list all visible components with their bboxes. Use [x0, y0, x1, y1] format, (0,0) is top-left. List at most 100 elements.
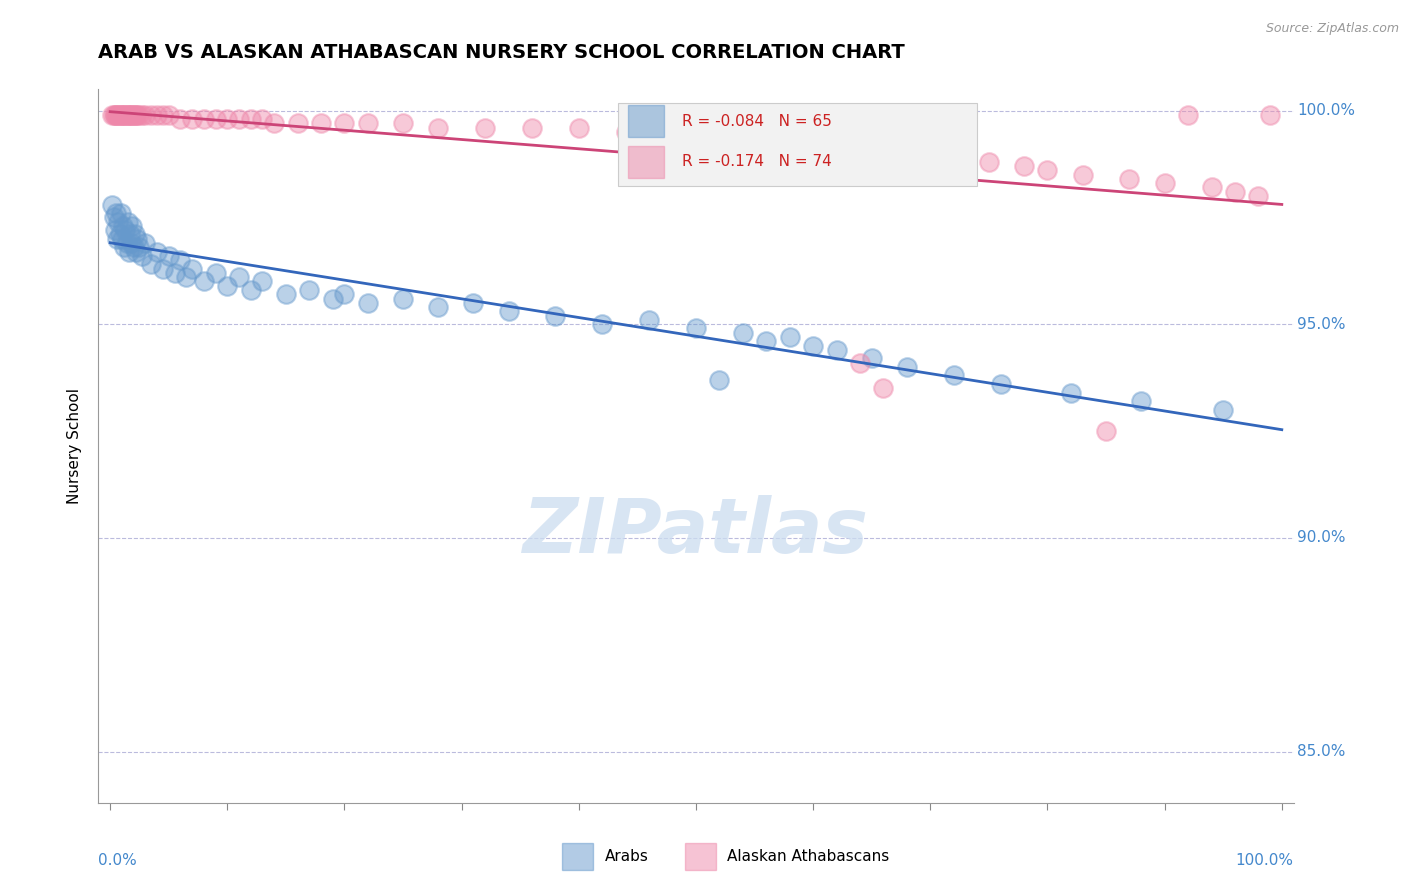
Point	[157, 108, 180, 122]
Point	[661, 125, 683, 139]
Point	[124, 108, 146, 122]
Point	[463, 296, 485, 310]
Point	[779, 330, 801, 344]
Text: 90.0%: 90.0%	[1298, 531, 1346, 545]
Point	[427, 120, 450, 135]
Point	[117, 108, 139, 122]
Point	[125, 108, 148, 122]
Point	[252, 112, 274, 127]
Point	[357, 296, 380, 310]
Point	[1201, 180, 1223, 194]
Point	[333, 116, 356, 130]
Point	[274, 287, 297, 301]
Point	[115, 108, 138, 122]
Point	[146, 108, 169, 122]
Point	[498, 304, 520, 318]
Point	[122, 240, 145, 254]
Point	[755, 334, 778, 349]
Point	[141, 108, 163, 122]
Point	[120, 108, 142, 122]
Point	[685, 133, 707, 147]
Point	[181, 261, 204, 276]
Point	[112, 240, 135, 254]
Point	[614, 125, 637, 139]
Point	[108, 227, 131, 242]
Point	[1036, 163, 1059, 178]
Point	[107, 215, 129, 229]
Text: Alaskan Athabascans: Alaskan Athabascans	[727, 849, 889, 863]
FancyBboxPatch shape	[628, 105, 664, 137]
Point	[1258, 108, 1281, 122]
Point	[204, 112, 226, 127]
Point	[122, 108, 145, 122]
Point	[120, 108, 141, 122]
Point	[638, 313, 661, 327]
Point	[825, 343, 848, 357]
Point	[105, 232, 128, 246]
Point	[1212, 402, 1234, 417]
Point	[117, 215, 139, 229]
Point	[1153, 176, 1175, 190]
Point	[134, 235, 156, 250]
Point	[709, 373, 731, 387]
Point	[685, 321, 707, 335]
Text: 0.0%: 0.0%	[98, 853, 138, 868]
Point	[204, 266, 226, 280]
Point	[217, 112, 239, 127]
Point	[427, 300, 450, 314]
Point	[849, 356, 872, 370]
Point	[193, 275, 215, 289]
Point	[152, 261, 174, 276]
Point	[169, 112, 191, 127]
Point	[112, 219, 135, 233]
Point	[298, 283, 321, 297]
Point	[120, 235, 142, 250]
Text: 85.0%: 85.0%	[1298, 744, 1346, 759]
Point	[134, 108, 156, 122]
Text: Arabs: Arabs	[605, 849, 648, 863]
Point	[141, 257, 163, 271]
Point	[860, 133, 883, 147]
Point	[287, 116, 309, 130]
Point	[157, 249, 180, 263]
Point	[111, 232, 134, 246]
Point	[107, 108, 129, 122]
Point	[907, 142, 929, 156]
Point	[105, 108, 128, 122]
Point	[1095, 424, 1118, 438]
Text: R = -0.174   N = 74: R = -0.174 N = 74	[682, 154, 831, 169]
Point	[872, 381, 894, 395]
Point	[101, 108, 124, 122]
Text: ZIPatlas: ZIPatlas	[523, 495, 869, 568]
Point	[942, 368, 965, 383]
Point	[120, 227, 141, 242]
Point	[1060, 385, 1083, 400]
Point	[114, 223, 136, 237]
Point	[104, 223, 127, 237]
Point	[118, 244, 141, 259]
Point	[884, 137, 907, 152]
Point	[217, 278, 239, 293]
Point	[990, 377, 1012, 392]
FancyBboxPatch shape	[619, 103, 977, 186]
Point	[1130, 394, 1153, 409]
Point	[896, 359, 918, 374]
Point	[392, 116, 415, 130]
Point	[1118, 172, 1140, 186]
Point	[263, 116, 285, 130]
Point	[942, 151, 965, 165]
Point	[110, 206, 132, 220]
Point	[744, 133, 766, 147]
Point	[105, 206, 128, 220]
Point	[118, 108, 141, 122]
Point	[801, 338, 824, 352]
Point	[111, 108, 134, 122]
Point	[131, 249, 153, 263]
Point	[127, 232, 149, 246]
Point	[101, 197, 124, 211]
Point	[128, 108, 150, 122]
Point	[174, 270, 197, 285]
Point	[125, 244, 148, 259]
Point	[1012, 159, 1035, 173]
Text: R = -0.084   N = 65: R = -0.084 N = 65	[682, 114, 831, 128]
